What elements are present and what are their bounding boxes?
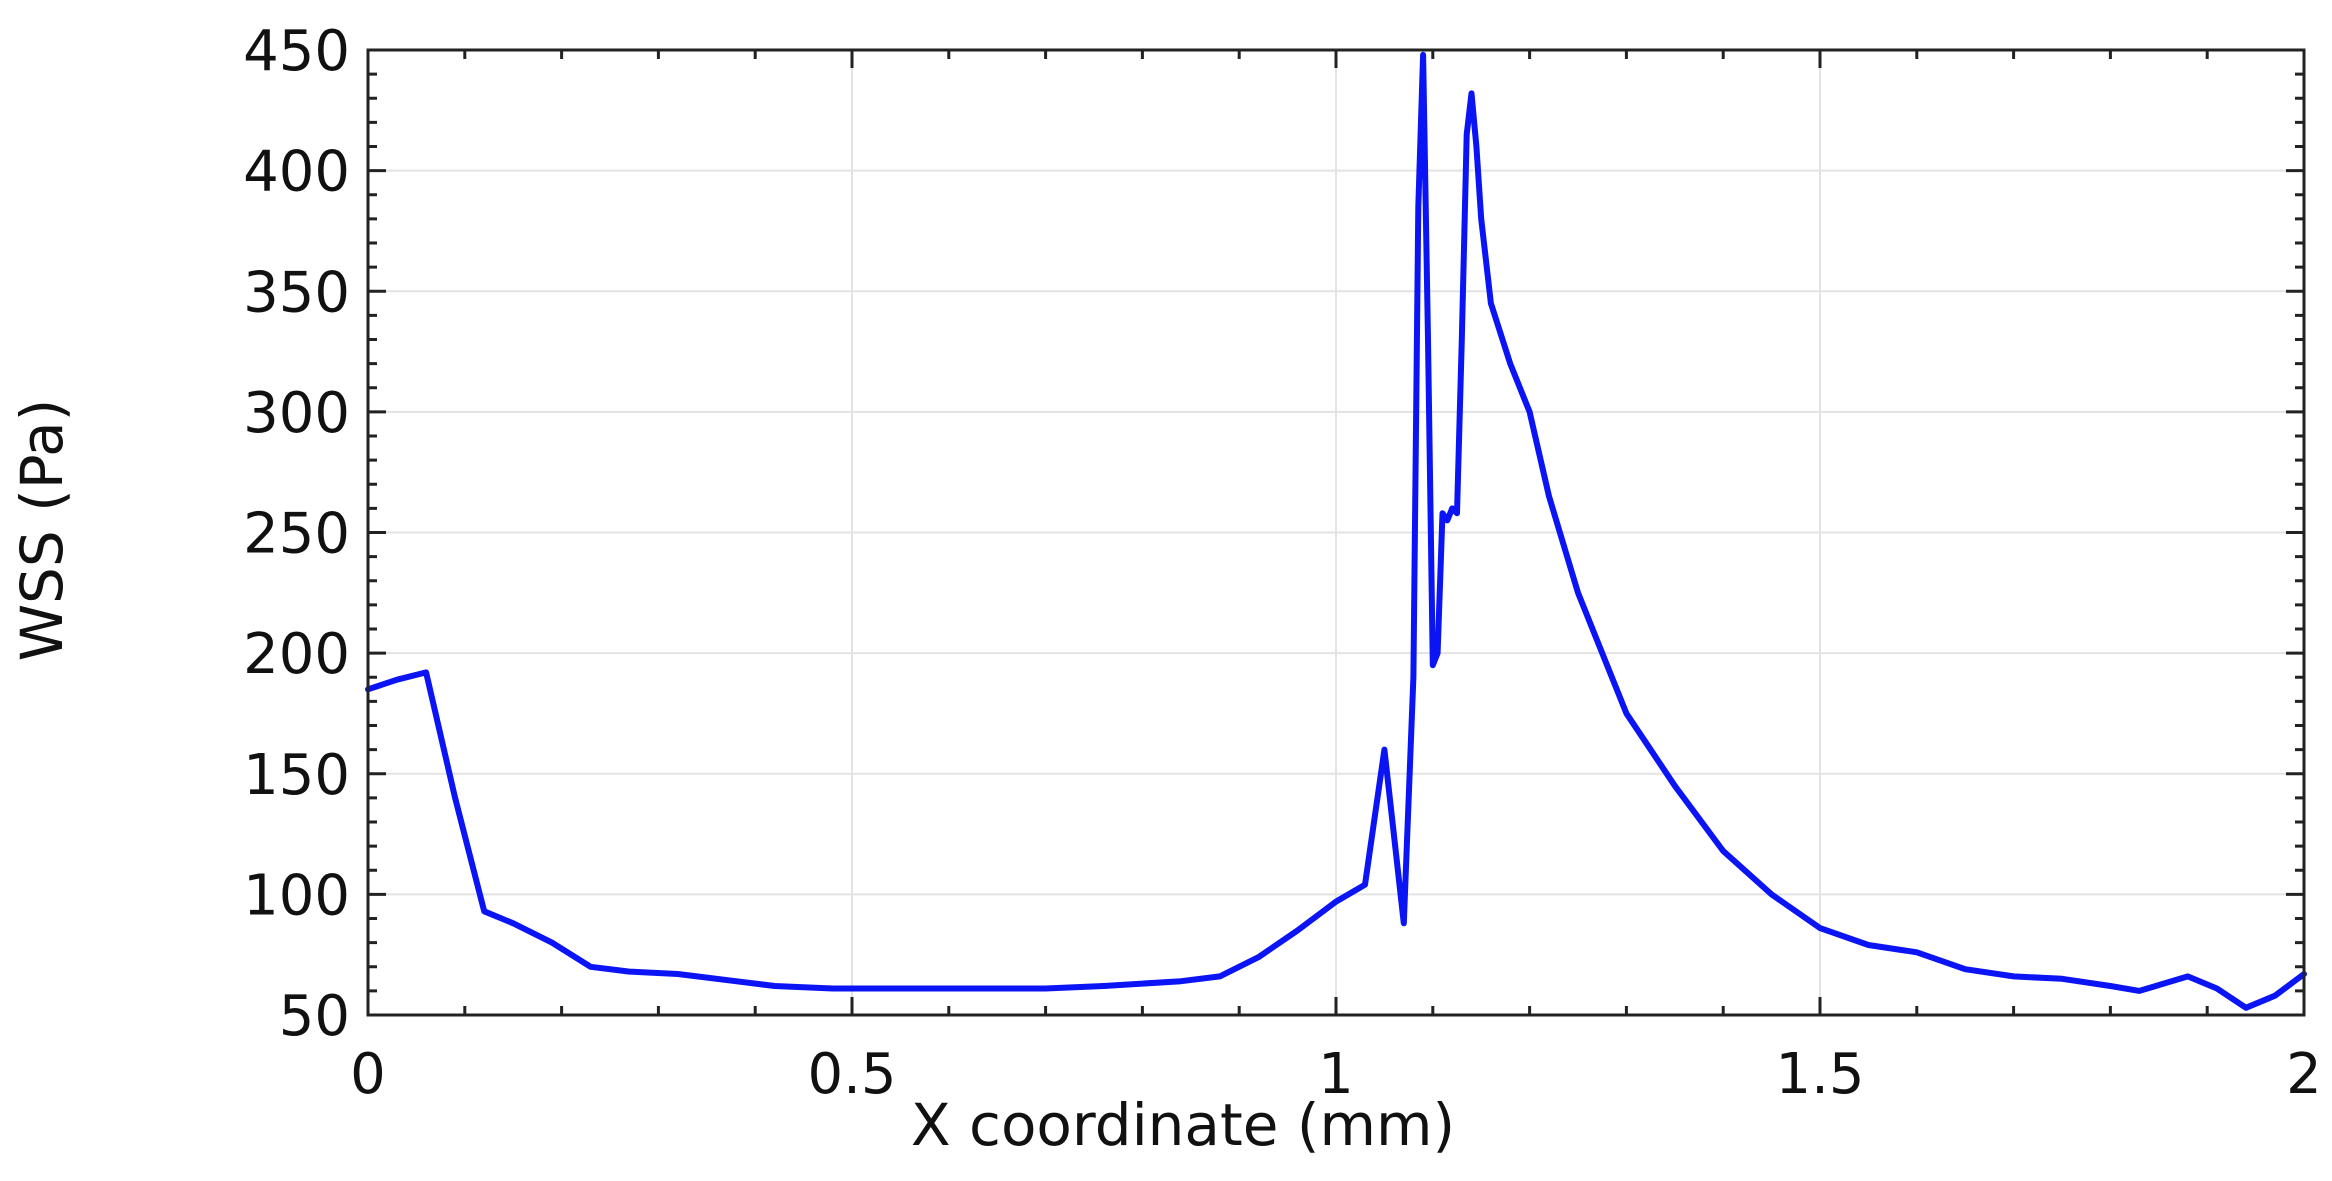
x-tick-label: 1.5 [1775,1042,1864,1107]
axis-ticks [366,48,2306,1017]
x-tick-label: 0 [350,1042,386,1107]
y-tick-label: 150 [243,743,350,808]
y-axis-label: WSS (Pa) [8,399,76,662]
grid-lines [367,49,2305,1016]
y-tick-label: 450 [243,19,350,84]
y-tick-label: 400 [243,140,350,205]
y-tick-label: 250 [243,502,350,567]
wss-series-line [365,51,2307,1011]
x-axis-label: X coordinate (mm) [911,1091,1455,1159]
y-tick-label: 200 [243,622,350,687]
x-tick-label: 2 [2286,1042,2322,1107]
x-tick-label: 0.5 [807,1042,896,1107]
x-tick-label: 1 [1318,1042,1354,1107]
data-series [365,51,2307,1011]
y-tick-label: 350 [243,260,350,325]
y-tick-label: 50 [279,984,350,1049]
y-tick-label: 300 [243,381,350,446]
y-tick-label: 100 [243,863,350,928]
